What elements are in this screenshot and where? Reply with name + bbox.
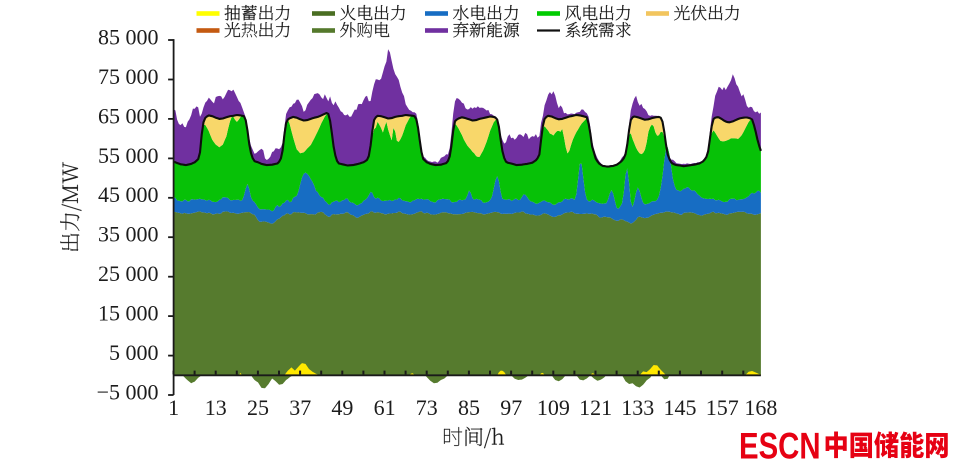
svg-text:25: 25	[247, 395, 269, 420]
svg-text:145: 145	[664, 395, 697, 420]
svg-text:5 000: 5 000	[109, 340, 159, 365]
svg-text:168: 168	[744, 395, 777, 420]
svg-text:55 000: 55 000	[98, 143, 159, 168]
svg-text:97: 97	[500, 395, 522, 420]
svg-text:157: 157	[706, 395, 739, 420]
svg-text:65 000: 65 000	[98, 103, 159, 128]
svg-text:109: 109	[537, 395, 570, 420]
svg-text:ESCN: ESCN	[739, 425, 821, 467]
svg-text:75 000: 75 000	[98, 64, 159, 89]
svg-text:85 000: 85 000	[98, 24, 159, 49]
svg-text:73: 73	[416, 395, 438, 420]
svg-text:133: 133	[621, 395, 654, 420]
svg-text:1: 1	[168, 395, 179, 420]
svg-text:15 000: 15 000	[98, 301, 159, 326]
svg-text:25 000: 25 000	[98, 261, 159, 286]
svg-text:61: 61	[374, 395, 396, 420]
svg-text:45 000: 45 000	[98, 182, 159, 207]
svg-text:35 000: 35 000	[98, 222, 159, 247]
svg-text:121: 121	[579, 395, 612, 420]
svg-text:37: 37	[289, 395, 311, 420]
svg-text:85: 85	[458, 395, 480, 420]
svg-text:13: 13	[205, 395, 227, 420]
svg-text:49: 49	[331, 395, 353, 420]
svg-text:−5 000: −5 000	[97, 379, 159, 404]
